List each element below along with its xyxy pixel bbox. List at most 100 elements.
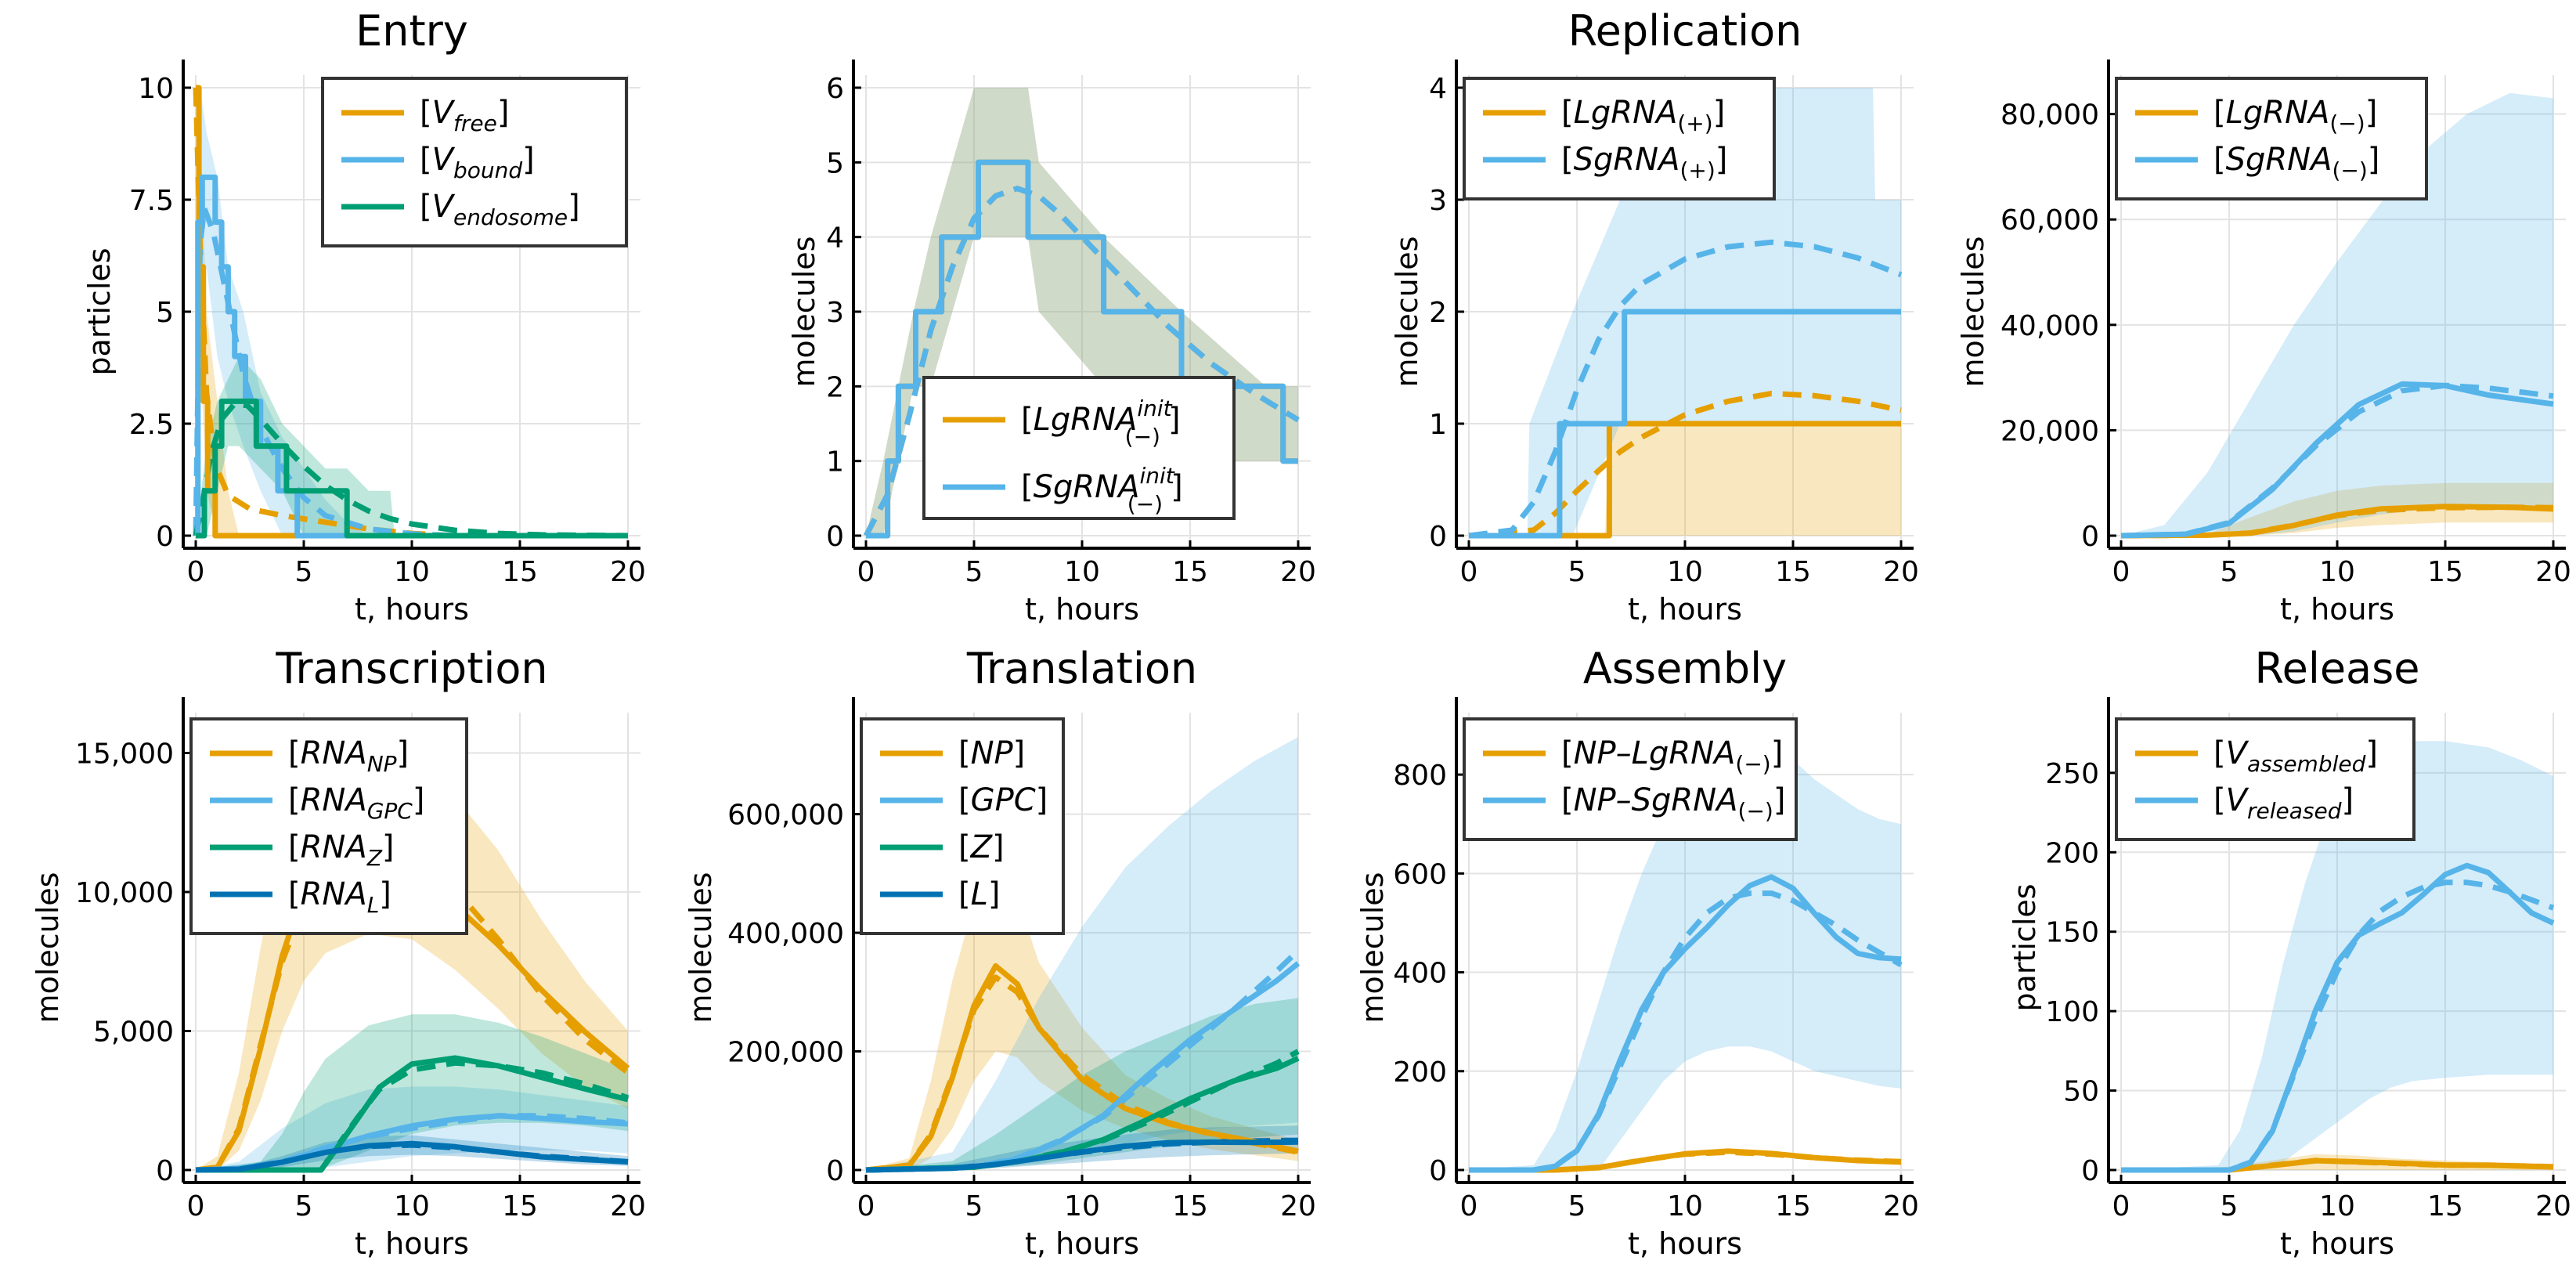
legend-label: [SgRNAinit (−)]: [1021, 463, 1183, 517]
chart-title: Release: [2255, 644, 2420, 693]
mean-line-series-3: [193, 400, 629, 539]
legend-label: [RNAGPC]: [288, 782, 424, 824]
x-axis-label: t, hours: [355, 592, 469, 627]
legend-label: [RNANP]: [288, 735, 409, 777]
legend-label: [RNAL]: [288, 876, 391, 918]
x-tick-label: 20: [1280, 556, 1316, 588]
chart-panel-2: 0 5 10 15 20 0 1 2 3 4 5 6 t, hours molecules [LgRNAin…: [787, 60, 1316, 627]
legend-label: [SgRNA(−)]: [2213, 142, 2379, 183]
x-tick-label: 20: [1280, 1190, 1316, 1222]
y-tick-label: 600: [1393, 858, 1447, 890]
chart-title: Replication: [1568, 6, 1802, 56]
x-tick-label: 20: [610, 1190, 646, 1222]
y-tick-label: 6: [826, 73, 844, 105]
y-tick-label: 5: [826, 147, 844, 179]
y-tick-label: 5: [156, 297, 174, 329]
y-tick-label: 0: [2081, 1155, 2099, 1187]
x-axis-label: t, hours: [1628, 592, 1742, 627]
legend: [Vassembled] [Vreleased]: [2115, 717, 2415, 841]
trajectory-line-series-2: [866, 159, 1298, 539]
band-series-2: [2121, 92, 2553, 536]
x-tick-label: 0: [1460, 556, 1478, 588]
legend: [Vfree] [Vbound] [Vendosome]: [321, 77, 628, 247]
y-tick-label: 600,000: [727, 800, 844, 832]
x-tick-label: 10: [1667, 1190, 1703, 1222]
y-tick-label: 0: [1429, 521, 1447, 553]
x-tick-label: 0: [2112, 1190, 2130, 1222]
legend-label: [Vendosome]: [420, 189, 580, 230]
x-tick-label: 0: [857, 1190, 875, 1222]
x-tick-label: 0: [857, 556, 875, 588]
y-tick-label: 200: [2045, 837, 2099, 869]
y-tick-label: 0: [826, 1155, 844, 1187]
chart-panel-1: 0 5 10 15 20 0 2.5 5 7.5 10 t, hours particles Entry…: [82, 6, 646, 627]
band-series-4: [196, 1135, 628, 1170]
x-tick-label: 5: [1568, 1190, 1586, 1222]
x-tick-label: 0: [187, 556, 205, 588]
x-tick-label: 5: [1568, 556, 1586, 588]
y-tick-label: 2.5: [129, 409, 174, 441]
y-tick-label: 7.5: [129, 185, 174, 217]
y-tick-label: 50: [2063, 1076, 2099, 1108]
x-tick-label: 15: [2427, 1190, 2463, 1222]
x-tick-label: 15: [1172, 556, 1208, 588]
y-axis-label: molecules: [787, 237, 821, 388]
x-tick-label: 5: [295, 556, 313, 588]
x-tick-label: 10: [2319, 556, 2355, 588]
y-tick-label: 0: [156, 1155, 174, 1187]
chart-title: Translation: [966, 644, 1197, 693]
y-axis-label: molecules: [31, 872, 65, 1024]
legend-label: [GPC]: [958, 782, 1048, 818]
y-tick-label: 0: [1429, 1155, 1447, 1187]
band-series-2: [2121, 741, 2553, 1170]
y-tick-label: 200,000: [727, 1037, 844, 1069]
y-tick-label: 5,000: [93, 1017, 174, 1049]
trajectory-line-series-1: [865, 962, 1299, 1173]
y-tick-label: 800: [1393, 760, 1447, 792]
x-axis-label: t, hours: [1025, 1226, 1139, 1261]
x-tick-label: 10: [2319, 1190, 2355, 1222]
x-tick-label: 15: [2427, 556, 2463, 588]
x-tick-label: 20: [1883, 556, 1919, 588]
x-tick-label: 15: [1775, 1190, 1811, 1222]
chart-title: Transcription: [275, 644, 547, 693]
y-tick-label: 1: [826, 446, 844, 478]
trajectory-line-series-1: [2120, 504, 2554, 539]
band-series-1: [1469, 424, 1901, 536]
trajectory-line-series-2: [2120, 381, 2554, 539]
x-tick-label: 0: [2112, 556, 2130, 588]
trajectory-line-series-1: [196, 85, 628, 539]
y-tick-label: 4: [1429, 73, 1447, 105]
legend: [LgRNA(−)] [SgRNA(−)]: [2115, 77, 2428, 200]
band-series-1: [2121, 482, 2553, 536]
x-tick-label: 15: [1172, 1190, 1208, 1222]
legend-label: [Z]: [958, 829, 1005, 865]
legend: [LgRNA(+)] [SgRNA(+)]: [1463, 77, 1776, 200]
y-tick-label: 1: [1429, 409, 1447, 441]
y-tick-label: 3: [826, 297, 844, 329]
x-tick-label: 10: [1064, 556, 1100, 588]
y-axis-label: molecules: [1355, 872, 1390, 1024]
trajectory-line-series-3: [196, 1055, 629, 1173]
legend-label: [Vassembled]: [2213, 735, 2378, 777]
chart-panel-3: 0 5 10 15 20 0 1 2 3 4 t, hours molecules Replicatio…: [1390, 6, 1919, 627]
x-tick-label: 20: [610, 556, 646, 588]
y-tick-label: 40,000: [2001, 310, 2099, 342]
x-tick-label: 5: [295, 1190, 313, 1222]
trajectory-line-series-2: [1469, 874, 1902, 1173]
y-tick-label: 2: [826, 371, 844, 403]
y-tick-label: 20,000: [2001, 415, 2099, 447]
x-tick-label: 20: [2535, 1190, 2571, 1222]
x-tick-label: 5: [965, 556, 983, 588]
x-tick-label: 0: [187, 1190, 205, 1222]
legend-label: [SgRNA(+)]: [1561, 142, 1727, 183]
y-axis-label: particles: [2008, 883, 2042, 1011]
y-tick-label: 400: [1393, 958, 1447, 990]
mean-line-series-2: [2120, 382, 2554, 539]
legend-label: [LgRNA(+)]: [1561, 95, 1725, 136]
y-axis-label: molecules: [1956, 237, 1990, 388]
legend-box: [2115, 77, 2428, 200]
chart-panel-4: 0 5 10 15 20 0 20,000 40,000 60,000 80,000 t, hour…: [1956, 60, 2571, 627]
